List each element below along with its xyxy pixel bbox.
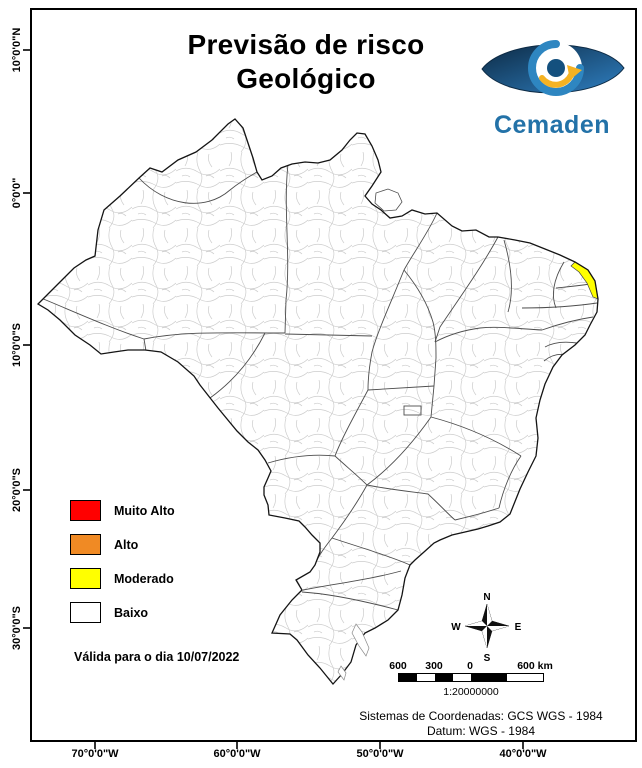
lat-label-30s: 30°0'0"S bbox=[11, 605, 23, 651]
compass-s-label: S bbox=[484, 653, 491, 664]
scale-bar: 600 300 0 600 km 1:20000000 bbox=[389, 660, 565, 698]
lat-label-20s: 20°0'0"S bbox=[11, 467, 23, 513]
legend-label-baixo: Baixo bbox=[114, 605, 149, 620]
scale-tick-600-left: 600 bbox=[389, 660, 407, 672]
coordinate-system-note: Sistemas de Coordenadas: GCS WGS - 1984 … bbox=[330, 709, 632, 739]
coordinate-system-line: Sistemas de Coordenadas: GCS WGS - 1984 bbox=[359, 709, 603, 723]
compass-e-label: E bbox=[515, 622, 522, 633]
risk-legend: Muito Alto Alto Moderado Baixo bbox=[70, 500, 175, 623]
swatch-baixo bbox=[70, 602, 101, 623]
scale-bar-blocks bbox=[398, 673, 544, 682]
legend-item-alto: Alto bbox=[70, 534, 175, 555]
scale-tick-600-km: 600 km bbox=[517, 660, 553, 672]
page-title: Previsão de risco Geológico bbox=[146, 28, 466, 95]
map-frame bbox=[30, 8, 637, 742]
lon-label-40w: 40°0'0"W bbox=[499, 748, 547, 760]
compass-rose: N S E W bbox=[451, 592, 521, 664]
compass-w-label: W bbox=[451, 622, 461, 633]
lat-label-10n: 10°0'0"N bbox=[11, 27, 23, 73]
distrito-federal-boundary bbox=[403, 405, 422, 416]
lon-label-70w: 70°0'0"W bbox=[71, 748, 119, 760]
cemaden-eye-icon bbox=[481, 40, 625, 96]
legend-item-muito-alto: Muito Alto bbox=[70, 500, 175, 521]
legend-label-muito-alto: Muito Alto bbox=[114, 503, 175, 518]
title-line-2: Geológico bbox=[236, 62, 376, 94]
scale-bar-numbers: 600 300 0 600 km bbox=[389, 660, 565, 673]
marajo-island bbox=[374, 188, 403, 212]
state-boundaries bbox=[40, 163, 598, 611]
legend-item-baixo: Baixo bbox=[70, 602, 175, 623]
legend-item-moderado: Moderado bbox=[70, 568, 175, 589]
lon-label-50w: 50°0'0"W bbox=[356, 748, 404, 760]
legend-label-alto: Alto bbox=[114, 537, 139, 552]
mirim-lagoon bbox=[337, 665, 347, 681]
cemaden-wordmark: Cemaden bbox=[493, 111, 611, 139]
cemaden-logo: Cemaden bbox=[468, 32, 636, 140]
scale-ratio-label: 1:20000000 bbox=[443, 686, 499, 698]
datum-line: Datum: WGS - 1984 bbox=[426, 724, 536, 738]
swatch-alto bbox=[70, 534, 101, 555]
axis-ticks bbox=[23, 49, 524, 749]
scale-tick-0: 0 bbox=[467, 660, 473, 672]
compass-n-label: N bbox=[483, 592, 490, 603]
lat-label-10s: 10°0'0"S bbox=[11, 322, 23, 368]
swatch-muito-alto bbox=[70, 500, 101, 521]
patos-lagoon bbox=[351, 623, 370, 657]
legend-label-moderado: Moderado bbox=[114, 571, 174, 586]
scale-tick-300: 300 bbox=[425, 660, 443, 672]
swatch-moderado bbox=[70, 568, 101, 589]
title-line-1: Previsão de risco bbox=[187, 29, 425, 60]
validity-note: Válida para o dia 10/07/2022 bbox=[74, 650, 240, 664]
lon-label-60w: 60°0'0"W bbox=[213, 748, 261, 760]
lat-label-0: 0°0'0" bbox=[11, 177, 23, 209]
